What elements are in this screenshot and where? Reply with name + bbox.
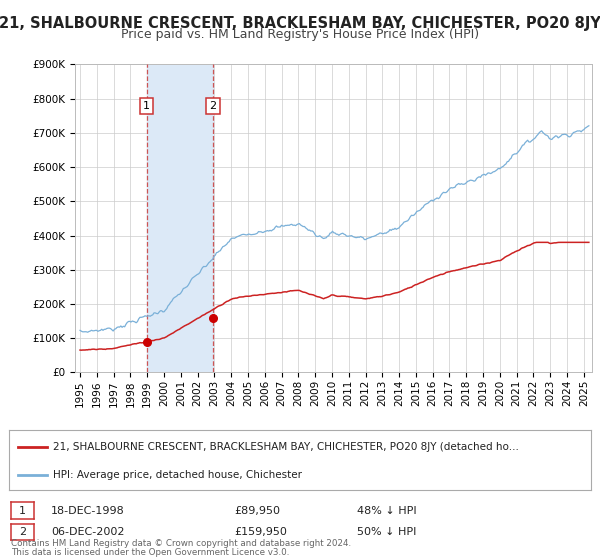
Text: 48% ↓ HPI: 48% ↓ HPI [357, 506, 416, 516]
Text: 2: 2 [19, 527, 26, 537]
Text: This data is licensed under the Open Government Licence v3.0.: This data is licensed under the Open Gov… [11, 548, 289, 557]
Text: 50% ↓ HPI: 50% ↓ HPI [357, 527, 416, 537]
Text: £159,950: £159,950 [234, 527, 287, 537]
Text: 1: 1 [143, 101, 150, 111]
Text: Price paid vs. HM Land Registry's House Price Index (HPI): Price paid vs. HM Land Registry's House … [121, 28, 479, 41]
Text: 21, SHALBOURNE CRESCENT, BRACKLESHAM BAY, CHICHESTER, PO20 8JY: 21, SHALBOURNE CRESCENT, BRACKLESHAM BAY… [0, 16, 600, 31]
Text: 2: 2 [209, 101, 217, 111]
Text: 06-DEC-2002: 06-DEC-2002 [51, 527, 125, 537]
Text: HPI: Average price, detached house, Chichester: HPI: Average price, detached house, Chic… [53, 470, 302, 480]
Text: 1: 1 [19, 506, 26, 516]
Text: Contains HM Land Registry data © Crown copyright and database right 2024.: Contains HM Land Registry data © Crown c… [11, 539, 351, 548]
Text: 21, SHALBOURNE CRESCENT, BRACKLESHAM BAY, CHICHESTER, PO20 8JY (detached ho...: 21, SHALBOURNE CRESCENT, BRACKLESHAM BAY… [53, 442, 518, 452]
Text: £89,950: £89,950 [234, 506, 280, 516]
Text: 18-DEC-1998: 18-DEC-1998 [51, 506, 125, 516]
Bar [146, 64, 213, 372]
